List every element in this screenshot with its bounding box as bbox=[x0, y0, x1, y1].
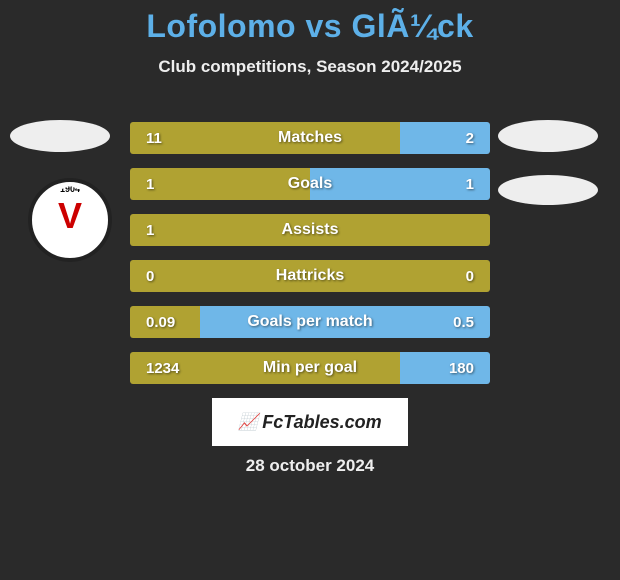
team-crest: 1904 V bbox=[28, 178, 112, 262]
watermark-text: FcTables.com bbox=[262, 412, 381, 433]
crest-year: 1904 bbox=[60, 184, 80, 194]
crest-letter: V bbox=[58, 198, 82, 234]
chart-icon: 📈 bbox=[238, 412, 258, 432]
stat-label: Assists bbox=[282, 221, 339, 239]
stat-label: Matches bbox=[278, 129, 342, 147]
stat-row: 11Goals bbox=[130, 168, 490, 200]
stat-right-value: 180 bbox=[400, 352, 490, 384]
team-badge-right-2 bbox=[498, 175, 598, 205]
stat-row: 112 Matches bbox=[130, 122, 490, 154]
stat-label: Goals bbox=[288, 175, 332, 193]
date-label: 28 october 2024 bbox=[246, 456, 375, 476]
stat-right-value: 2 bbox=[400, 122, 490, 154]
stat-label: Hattricks bbox=[276, 267, 344, 285]
team-badge-right-1 bbox=[498, 120, 598, 152]
stat-right-value: 1 bbox=[310, 168, 490, 200]
stat-right-value: 0 bbox=[466, 268, 474, 285]
stat-left-value: 1 bbox=[130, 168, 310, 200]
stat-left-value: 0.09 bbox=[130, 306, 200, 338]
stats-container: 112Matches11Goals1Assists00Hattricks0.09… bbox=[130, 122, 490, 398]
subtitle: Club competitions, Season 2024/2025 bbox=[0, 57, 620, 77]
stat-label: Goals per match bbox=[247, 313, 372, 331]
team-badge-left bbox=[10, 120, 110, 152]
stat-row: 00Hattricks bbox=[130, 260, 490, 292]
page-title: Lofolomo vs GlÃ¼ck bbox=[0, 0, 620, 45]
stat-row: 1Assists bbox=[130, 214, 490, 246]
stat-row: 1234180Min per goal bbox=[130, 352, 490, 384]
stat-label: Min per goal bbox=[263, 359, 357, 377]
stat-row: 0.090.5Goals per match bbox=[130, 306, 490, 338]
stat-left-value: 11 bbox=[130, 122, 400, 154]
watermark: 📈 FcTables.com bbox=[212, 398, 408, 446]
